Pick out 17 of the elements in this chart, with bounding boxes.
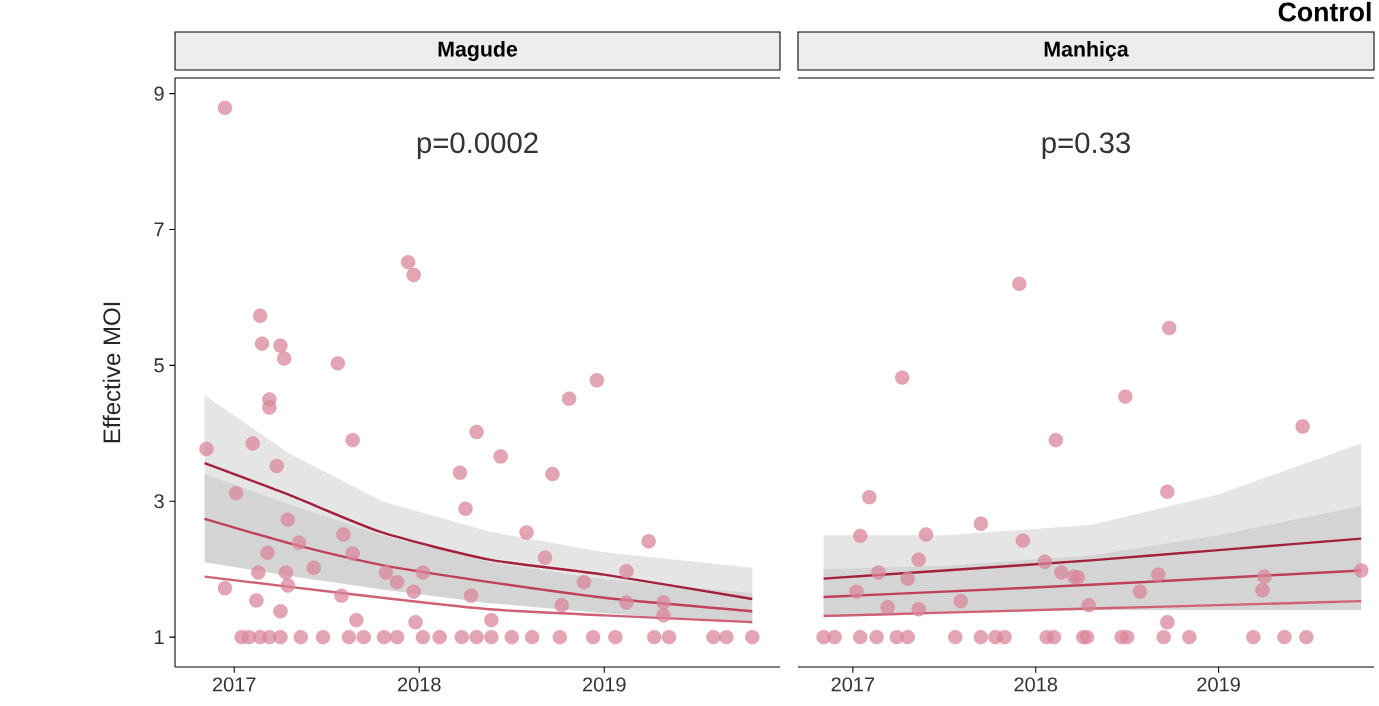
x-tick-label: 2018 bbox=[1014, 677, 1058, 692]
x-tick-label: 2019 bbox=[1197, 677, 1240, 692]
x-tick-label: 2018 bbox=[397, 677, 441, 692]
annotation: p=0.0002 bbox=[417, 132, 538, 159]
chart-title: Manhiça bbox=[1044, 41, 1129, 61]
y-tick-label: 1 bbox=[155, 630, 164, 644]
y-tick-label: 9 bbox=[154, 86, 164, 101]
x-tick-label: 2017 bbox=[831, 677, 875, 692]
annotation: p=0.33 bbox=[1042, 132, 1130, 159]
x-tick-label: 2017 bbox=[212, 677, 256, 692]
text: Control bbox=[1278, 1, 1371, 22]
x-tick-label: 2019 bbox=[583, 677, 626, 692]
chart-title: Magude bbox=[438, 41, 518, 61]
y-tick-label: 5 bbox=[154, 358, 164, 373]
y-tick-label: 3 bbox=[154, 494, 164, 509]
y-axis-title: Effective MOI bbox=[102, 302, 121, 443]
y-tick-label: 7 bbox=[154, 222, 164, 237]
